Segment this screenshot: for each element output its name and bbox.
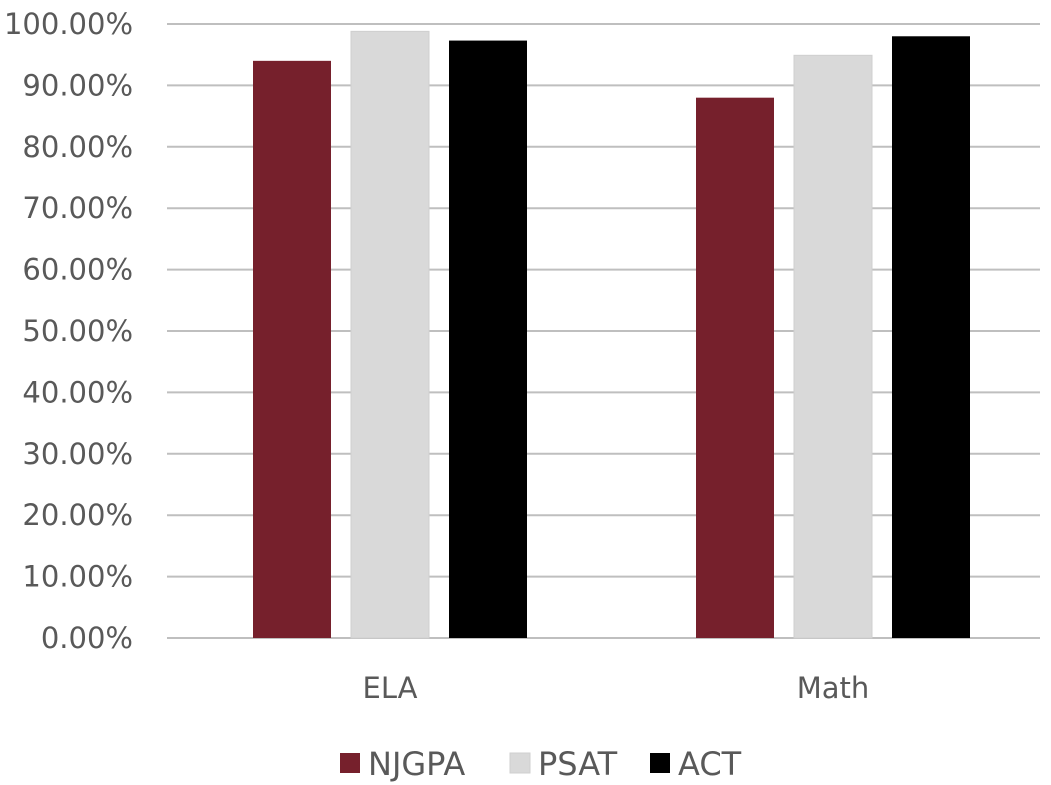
legend-label-act: ACT	[678, 745, 742, 783]
legend-swatch-act	[650, 753, 670, 773]
legend-swatch-psat	[509, 752, 531, 774]
bar-njgpa-ela	[253, 60, 331, 638]
legend-swatch-njgpa	[340, 753, 360, 773]
bar-psat-math	[793, 54, 873, 639]
y-tick-label: 40.00%	[22, 375, 133, 409]
y-tick-label: 60.00%	[22, 253, 133, 287]
legend-label-njgpa: NJGPA	[368, 745, 465, 783]
y-tick-label: 20.00%	[22, 498, 133, 532]
y-tick-label: 70.00%	[22, 191, 133, 225]
bar-act-math	[892, 36, 970, 638]
legend: NJGPA PSAT ACT	[340, 745, 742, 783]
y-tick-label: 0.00%	[41, 621, 133, 655]
x-category-label: Math	[797, 671, 870, 705]
y-tick-label: 100.00%	[4, 7, 133, 41]
y-axis-tick-labels: 0.00% 10.00% 20.00% 30.00% 40.00% 50.00% 60.00…	[4, 7, 133, 655]
bars	[253, 30, 970, 639]
x-axis-category-labels: ELA Math	[363, 671, 870, 705]
y-tick-label: 90.00%	[22, 68, 133, 102]
bar-act-ela	[449, 40, 527, 638]
legend-label-psat: PSAT	[538, 745, 618, 783]
bar-njgpa-math	[696, 97, 774, 639]
y-tick-label: 30.00%	[22, 437, 133, 471]
y-tick-label: 10.00%	[22, 560, 133, 594]
bar-psat-ela	[350, 30, 430, 639]
x-category-label: ELA	[363, 671, 418, 705]
y-tick-label: 50.00%	[22, 314, 133, 348]
y-tick-label: 80.00%	[22, 130, 133, 164]
